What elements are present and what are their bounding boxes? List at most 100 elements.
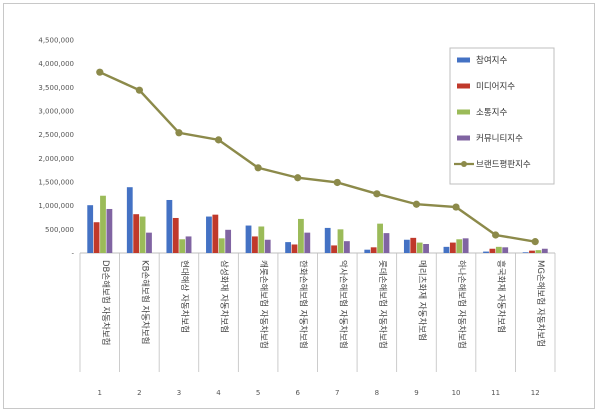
bar-1-4 xyxy=(206,216,212,253)
category-number: 8 xyxy=(375,389,379,397)
legend-box xyxy=(449,47,555,185)
category-label: 메리츠화재 자동차보험 xyxy=(416,260,426,341)
bar-3-12 xyxy=(535,250,542,253)
y-tick-label: 4,000,000 xyxy=(38,60,74,68)
bar-4-8 xyxy=(383,233,390,253)
category-label: 한화손해보험 자동차보험 xyxy=(298,260,308,349)
bar-1-6 xyxy=(285,242,292,253)
category-label: MG손해보험 자동차보험 xyxy=(535,260,545,347)
category-number: 7 xyxy=(335,389,339,397)
bar-3-4 xyxy=(218,238,225,253)
category-number: 6 xyxy=(295,389,300,397)
bar-2-12 xyxy=(529,250,535,253)
brand-index-point-8 xyxy=(373,190,381,198)
bar-4-5 xyxy=(264,239,271,253)
bar-2-10 xyxy=(449,242,456,253)
bar-2-9 xyxy=(410,237,417,253)
bar-2-1 xyxy=(93,222,100,253)
bar-4-6 xyxy=(304,232,311,253)
y-tick-label: - xyxy=(71,250,74,258)
bar-1-12 xyxy=(522,252,529,253)
brand-index-point-5 xyxy=(254,164,262,172)
category-number: 2 xyxy=(137,389,141,397)
bar-4-4 xyxy=(225,229,232,253)
category-label: 롯데손해보험 자동차보험 xyxy=(377,260,387,349)
legend-label-1: 참여지수 xyxy=(476,55,507,66)
bar-1-5 xyxy=(245,225,252,253)
bar-3-8 xyxy=(377,223,383,253)
bar-4-7 xyxy=(343,241,350,253)
category-label: 현대해상 자동차보험 xyxy=(179,260,190,333)
bar-2-3 xyxy=(172,217,179,253)
bar-2-8 xyxy=(370,247,377,253)
bar-4-3 xyxy=(185,236,192,253)
y-tick-label: 500,000 xyxy=(45,226,74,234)
bar-3-11 xyxy=(495,246,502,253)
bar-1-1 xyxy=(87,205,94,253)
category-label: 악사손해보험 자동차보험 xyxy=(337,260,348,349)
bar-4-10 xyxy=(462,238,469,253)
bar-series xyxy=(87,187,548,253)
category-number: 10 xyxy=(452,389,461,397)
bar-4-9 xyxy=(423,244,429,253)
category-label: 삼성화재 자동차보험 xyxy=(219,260,230,333)
y-tick-label: 1,000,000 xyxy=(38,202,74,210)
category-number: 11 xyxy=(491,389,500,397)
category-label: 하나손해보험 자동차보험 xyxy=(456,260,467,349)
brand-index-point-6 xyxy=(294,174,302,182)
bar-3-6 xyxy=(298,218,304,253)
category-label: 캐롯손해보험 자동차보험 xyxy=(258,260,268,349)
y-axis: - 500,000 1,000,000 1,500,000 2,000,000 2,500… xyxy=(38,37,556,372)
legend-label-5: 브랜드평판지수 xyxy=(476,159,531,170)
bar-3-5 xyxy=(258,226,265,253)
bar-1-8 xyxy=(364,249,371,253)
x-axis-categories: DB손해보험 자동차보험 KB손해보험 자동차보험 현대해상 자동차보험 삼성화재 자… xyxy=(100,260,545,349)
bar-3-2 xyxy=(139,216,146,253)
category-number: 4 xyxy=(216,389,221,397)
y-tick-label: 2,500,000 xyxy=(38,131,74,139)
y-tick-label: 4,500,000 xyxy=(38,37,74,45)
bar-2-7 xyxy=(331,245,337,253)
bar-4-12 xyxy=(541,248,548,253)
bar-3-10 xyxy=(456,239,463,253)
brand-index-point-4 xyxy=(214,136,223,144)
category-label: 흥국화재 자동차보험 xyxy=(496,260,507,333)
line-series xyxy=(96,68,539,246)
category-number: 5 xyxy=(256,389,260,397)
bar-2-5 xyxy=(252,236,258,253)
legend-label-3: 소통지수 xyxy=(476,108,507,118)
category-number: 9 xyxy=(414,389,418,397)
bar-2-11 xyxy=(489,248,496,253)
bar-3-1 xyxy=(100,195,106,253)
bar-1-11 xyxy=(483,251,489,253)
bar-1-3 xyxy=(166,199,173,253)
category-number: 1 xyxy=(98,389,102,397)
bar-4-11 xyxy=(502,247,509,253)
brand-index-point-11 xyxy=(492,231,500,239)
bar-3-3 xyxy=(179,239,186,253)
bar-1-10 xyxy=(443,246,450,253)
legend-swatch-3 xyxy=(457,109,470,115)
y-tick-label: 2,000,000 xyxy=(38,155,74,163)
legend-swatch-2 xyxy=(457,83,470,89)
legend-line-marker xyxy=(461,161,467,167)
bar-2-2 xyxy=(133,214,140,253)
brand-index-line xyxy=(99,71,536,243)
brand-index-point-9 xyxy=(412,200,421,208)
bar-3-9 xyxy=(416,242,423,253)
brand-index-point-10 xyxy=(452,203,460,211)
legend-label-4: 커뮤니티지수 xyxy=(476,133,523,144)
category-label: KB손해보험 자동차보험 xyxy=(139,260,149,345)
y-tick-label: 1,500,000 xyxy=(38,179,74,187)
category-label: DB손해보험 자동차보험 xyxy=(100,260,110,345)
bar-2-4 xyxy=(212,214,219,253)
brand-index-point-3 xyxy=(175,129,183,137)
category-number: 12 xyxy=(531,389,540,397)
legend-label-2: 미디어지수 xyxy=(476,81,515,92)
bar-4-2 xyxy=(146,232,152,253)
category-number: 3 xyxy=(177,389,181,397)
bar-4-1 xyxy=(106,208,113,253)
y-tick-label: 3,000,000 xyxy=(38,108,74,116)
